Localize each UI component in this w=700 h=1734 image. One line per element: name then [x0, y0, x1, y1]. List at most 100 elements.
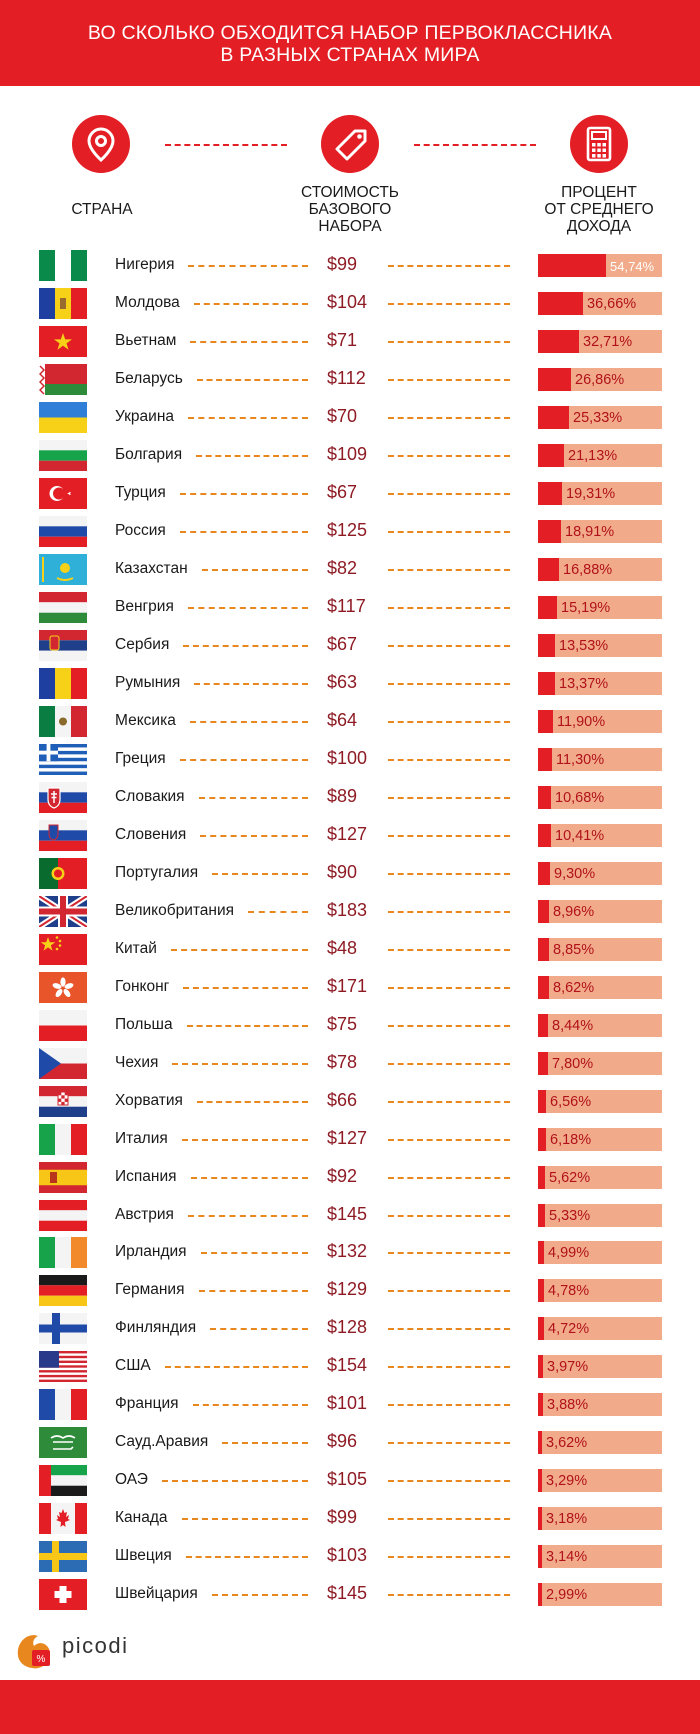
column-header-price-line-1: СТОИМОСТЬ	[301, 184, 399, 201]
country-name: Россия	[115, 522, 166, 539]
leader-line-left	[180, 493, 308, 495]
table-row: Молдова $104 36,66%	[0, 285, 700, 323]
percent-label: 6,56%	[550, 1094, 592, 1110]
bar-fill	[538, 748, 552, 771]
table-row: Болгария $109 21,13%	[0, 437, 700, 475]
location-pin-icon	[72, 115, 130, 173]
leader-line-right	[388, 645, 510, 647]
country-name: Казахстан	[115, 560, 188, 577]
table-row: Германия $129 4,78%	[0, 1272, 700, 1310]
leader-line-right	[388, 303, 510, 305]
column-header-percent-line-2: ОТ СРЕДНЕГО	[544, 201, 654, 218]
percent-label: 13,53%	[559, 638, 609, 654]
bar-background	[538, 824, 662, 847]
price-value: $64	[327, 710, 358, 730]
column-header-percent-line-3: ДОХОДА	[566, 218, 632, 235]
country-name: Финляндия	[115, 1319, 197, 1336]
page-title: ВО СКОЛЬКО ОБХОДИТСЯ НАБОР ПЕРВОКЛАССНИК…	[0, 22, 700, 66]
bar-fill	[538, 596, 557, 619]
leader-line-right	[388, 417, 510, 419]
leader-line-right	[388, 1366, 510, 1368]
country-name: Словения	[115, 826, 187, 843]
leader-line-left	[182, 1139, 308, 1141]
column-header-country: СТРАНА	[50, 201, 154, 218]
price-value: $129	[327, 1279, 368, 1299]
table-row: Сербия $67 13,53%	[0, 627, 700, 665]
table-row: Китай $48 8,85%	[0, 931, 700, 969]
percent-label: 10,41%	[555, 828, 605, 844]
country-name: Турция	[115, 484, 166, 501]
bar-fill	[538, 1090, 546, 1113]
romania-flag-icon	[39, 668, 87, 699]
leader-line-right	[388, 1139, 510, 1141]
bar-fill	[538, 824, 551, 847]
italy-flag-icon	[39, 1124, 87, 1155]
price-value: $127	[327, 824, 368, 844]
price-value: $92	[327, 1166, 358, 1186]
leader-line-left	[199, 797, 308, 799]
leader-line-right	[388, 873, 510, 875]
leader-line-left	[196, 455, 308, 457]
leader-line-left	[188, 1215, 308, 1217]
leader-line-right	[388, 341, 510, 343]
bar-background	[538, 596, 662, 619]
leader-line-left	[187, 1025, 308, 1027]
percent-label: 26,86%	[575, 372, 625, 388]
leader-line-left	[200, 835, 308, 837]
germany-flag-icon	[39, 1275, 87, 1306]
table-row: Греция $100 11,30%	[0, 741, 700, 779]
table-row: Казахстан $82 16,88%	[0, 551, 700, 589]
bar-fill	[538, 1393, 543, 1416]
table-row: Гонконг $171 8,62%	[0, 969, 700, 1007]
leader-line-left	[182, 1518, 308, 1520]
leader-line-right	[388, 1442, 510, 1444]
country-name: Болгария	[115, 446, 183, 463]
leader-line-right	[388, 1556, 510, 1558]
price-value: $70	[327, 406, 358, 426]
table-row: Португалия $90 9,30%	[0, 855, 700, 893]
price-value: $67	[327, 482, 358, 502]
table-row: Великобритания $183 8,96%	[0, 893, 700, 931]
bar-background	[538, 748, 662, 771]
leader-line-right	[388, 1101, 510, 1103]
bar-background	[538, 1545, 662, 1568]
country-name: Хорватия	[115, 1092, 183, 1109]
percent-label: 4,78%	[548, 1283, 590, 1299]
leader-line-left	[180, 759, 308, 761]
country-name: Германия	[115, 1281, 185, 1298]
finland-flag-icon	[39, 1313, 87, 1344]
leader-line-right	[388, 1480, 510, 1482]
bar-background	[538, 1507, 662, 1530]
bar-fill	[538, 976, 549, 999]
table-row: Чехия $78 7,80%	[0, 1045, 700, 1083]
price-value: $75	[327, 1014, 358, 1034]
bar-fill	[538, 1583, 542, 1606]
bar-fill	[538, 292, 583, 315]
table-row: Вьетнам $71 32,71%	[0, 323, 700, 361]
country-name: Греция	[115, 750, 166, 767]
sweden-flag-icon	[39, 1541, 87, 1572]
serbia-flag-icon	[39, 630, 87, 661]
percent-label: 36,66%	[587, 296, 637, 312]
leader-line-left	[202, 569, 308, 571]
portugal-flag-icon	[39, 858, 87, 889]
usa-flag-icon	[39, 1351, 87, 1382]
bar-fill	[538, 786, 551, 809]
bar-fill	[538, 1317, 544, 1340]
bar-fill	[538, 1469, 542, 1492]
percent-label: 4,72%	[548, 1321, 590, 1337]
leader-line-left	[194, 303, 308, 305]
leader-line-left	[222, 1442, 308, 1444]
price-value: $125	[327, 520, 368, 540]
slovenia-flag-icon	[39, 820, 87, 851]
price-value: $145	[327, 1204, 368, 1224]
bar-background	[538, 406, 662, 429]
percent-label: 7,80%	[552, 1056, 594, 1072]
bar-fill	[538, 1241, 544, 1264]
price-value: $103	[327, 1545, 368, 1565]
slovakia-flag-icon	[39, 782, 87, 813]
leader-line-left	[197, 1101, 308, 1103]
bar-background	[538, 1241, 662, 1264]
uk-flag-icon	[39, 896, 87, 927]
france-flag-icon	[39, 1389, 87, 1420]
